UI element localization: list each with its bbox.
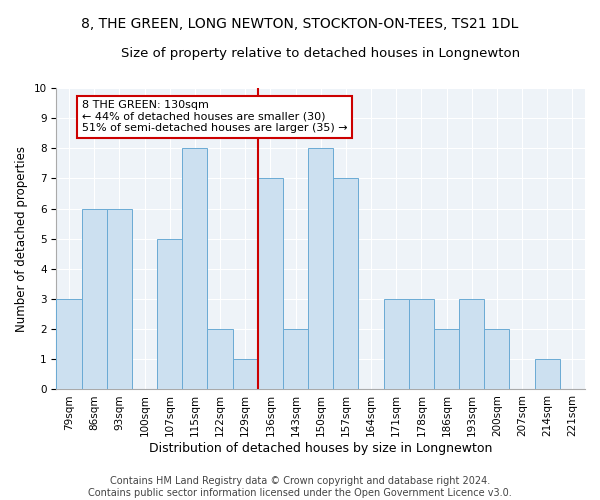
Title: Size of property relative to detached houses in Longnewton: Size of property relative to detached ho…: [121, 48, 520, 60]
Bar: [208, 329, 233, 390]
Text: Contains HM Land Registry data © Crown copyright and database right 2024.
Contai: Contains HM Land Registry data © Crown c…: [88, 476, 512, 498]
Bar: [434, 329, 459, 390]
Bar: [484, 329, 509, 390]
Text: 8, THE GREEN, LONG NEWTON, STOCKTON-ON-TEES, TS21 1DL: 8, THE GREEN, LONG NEWTON, STOCKTON-ON-T…: [82, 18, 518, 32]
Bar: [409, 299, 434, 390]
Bar: [308, 148, 333, 390]
Y-axis label: Number of detached properties: Number of detached properties: [15, 146, 28, 332]
Bar: [383, 299, 409, 390]
Bar: [157, 239, 182, 390]
Bar: [56, 299, 82, 390]
Bar: [333, 178, 358, 390]
Text: 8 THE GREEN: 130sqm
← 44% of detached houses are smaller (30)
51% of semi-detach: 8 THE GREEN: 130sqm ← 44% of detached ho…: [82, 100, 347, 134]
Bar: [107, 208, 132, 390]
Bar: [182, 148, 208, 390]
Bar: [82, 208, 107, 390]
Bar: [283, 329, 308, 390]
Bar: [535, 360, 560, 390]
Bar: [258, 178, 283, 390]
Bar: [459, 299, 484, 390]
Bar: [233, 360, 258, 390]
X-axis label: Distribution of detached houses by size in Longnewton: Distribution of detached houses by size …: [149, 442, 493, 455]
